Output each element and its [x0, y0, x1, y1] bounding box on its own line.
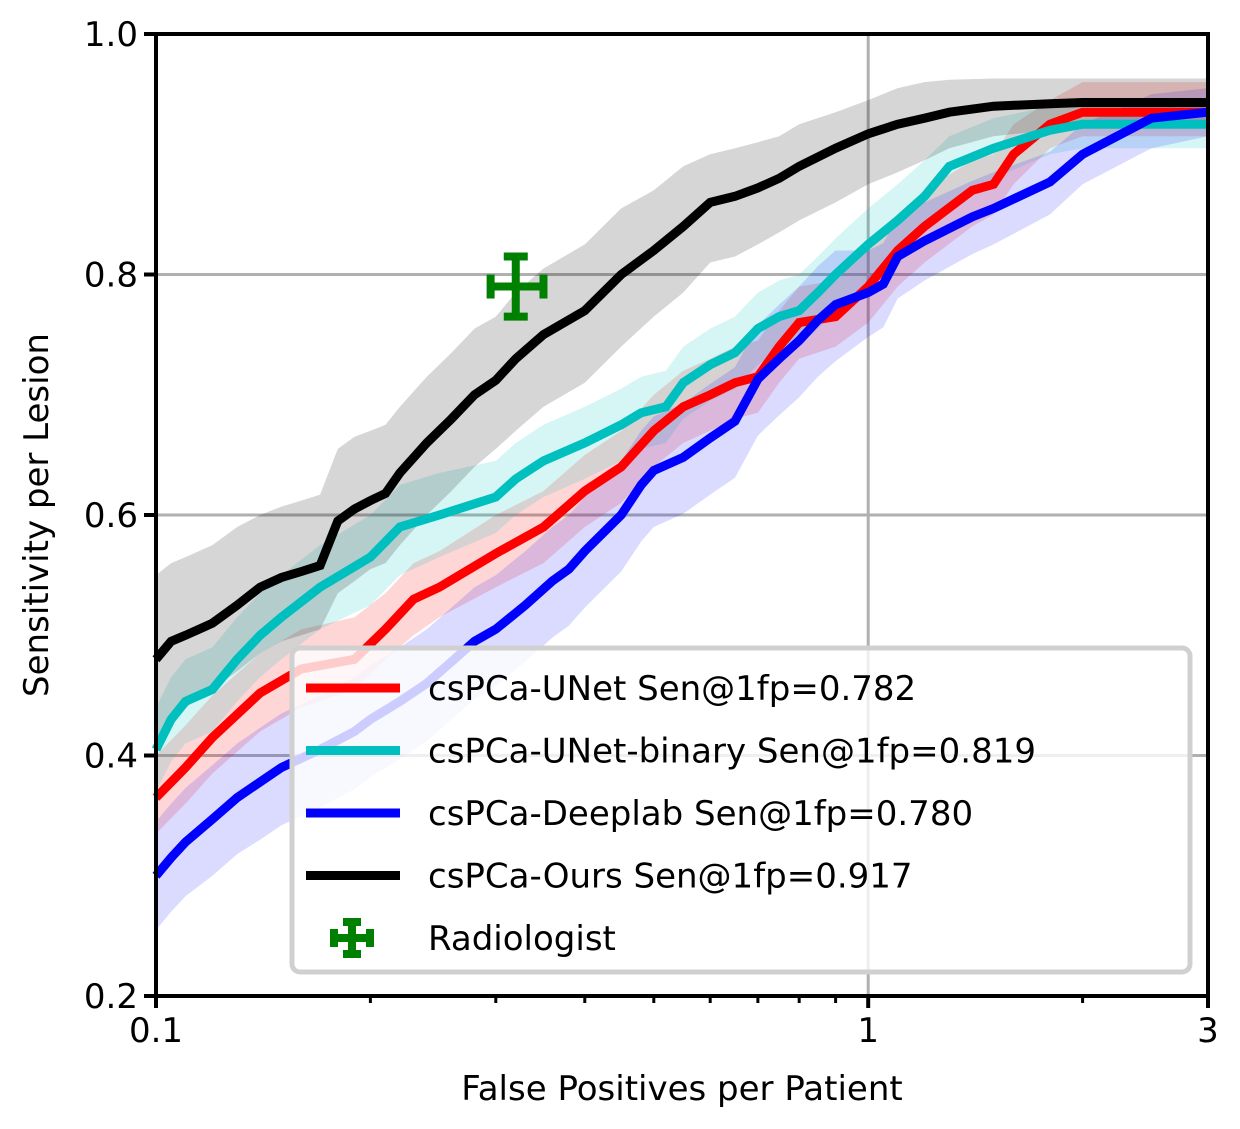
- y-axis-label: Sensitivity per Lesion: [17, 333, 57, 697]
- legend-label: csPCa-Ours Sen@1fp=0.917: [428, 857, 913, 897]
- legend-item: csPCa-Ours Sen@1fp=0.917: [306, 857, 913, 897]
- band-series-3: [156, 78, 1208, 744]
- x-axis-label: False Positives per Patient: [461, 1069, 902, 1109]
- y-tick-label: 1.0: [84, 15, 138, 55]
- line-series-3: [152, 98, 1208, 663]
- legend-label: csPCa-UNet-binary Sen@1fp=0.819: [428, 732, 1036, 772]
- radiologist-marker-0: [486, 252, 548, 321]
- legend-swatch: [330, 918, 374, 958]
- radiologist-markers: [486, 252, 548, 321]
- legend-label: csPCa-Deeplab Sen@1fp=0.780: [428, 794, 973, 834]
- legend-item: csPCa-UNet Sen@1fp=0.782: [306, 669, 916, 709]
- y-tick-label: 0.6: [84, 496, 138, 536]
- legend-label: csPCa-UNet Sen@1fp=0.782: [428, 669, 916, 709]
- line-series-1: [151, 119, 1208, 752]
- axis-ticks: 0.2 0.4 0.6 0.8 1.0 0.1 1 3: [84, 15, 1219, 1051]
- legend-item: csPCa-Deeplab Sen@1fp=0.780: [306, 794, 973, 834]
- y-tick-label: 0.2: [84, 977, 138, 1017]
- legend-item: csPCa-UNet-binary Sen@1fp=0.819: [306, 732, 1036, 772]
- legend: csPCa-UNet Sen@1fp=0.782 csPCa-UNet-binar…: [289, 645, 1193, 975]
- legend-label: Radiologist: [428, 919, 616, 959]
- x-tick-label: 1: [857, 1011, 879, 1051]
- y-tick-label: 0.4: [84, 737, 138, 777]
- x-tick-label: 0.1: [129, 1011, 183, 1051]
- x-tick-label: 3: [1197, 1011, 1219, 1051]
- legend-box: [289, 645, 1193, 975]
- legend-item: Radiologist: [330, 918, 616, 959]
- y-tick-label: 0.8: [84, 256, 138, 296]
